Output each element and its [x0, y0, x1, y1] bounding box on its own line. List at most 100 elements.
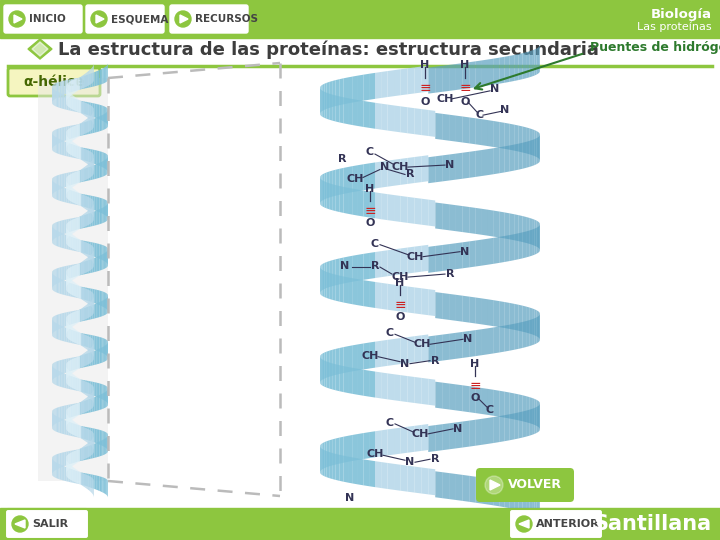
Polygon shape [327, 440, 329, 467]
Polygon shape [86, 196, 87, 210]
Polygon shape [80, 379, 81, 392]
Polygon shape [381, 104, 387, 131]
Polygon shape [323, 173, 325, 200]
Polygon shape [90, 212, 92, 227]
Polygon shape [505, 56, 510, 83]
Polygon shape [54, 455, 55, 471]
Polygon shape [90, 242, 92, 256]
Polygon shape [387, 373, 394, 400]
Polygon shape [514, 125, 518, 152]
Polygon shape [83, 400, 84, 414]
Polygon shape [476, 419, 482, 446]
Polygon shape [60, 93, 61, 109]
Polygon shape [75, 285, 77, 298]
Polygon shape [421, 155, 428, 182]
Polygon shape [364, 280, 369, 307]
Polygon shape [534, 228, 536, 255]
Polygon shape [89, 336, 90, 352]
Text: R: R [431, 454, 439, 464]
Polygon shape [414, 246, 421, 273]
Polygon shape [84, 400, 86, 414]
Polygon shape [106, 478, 107, 495]
Polygon shape [102, 68, 104, 84]
Polygon shape [71, 373, 73, 388]
Text: N: N [460, 247, 469, 256]
Polygon shape [57, 231, 58, 247]
Polygon shape [414, 335, 421, 362]
Polygon shape [94, 71, 96, 86]
Polygon shape [73, 218, 75, 231]
Polygon shape [381, 193, 387, 220]
Polygon shape [83, 473, 84, 487]
Polygon shape [61, 326, 63, 341]
Polygon shape [92, 351, 94, 366]
Polygon shape [81, 355, 82, 368]
Polygon shape [80, 123, 81, 136]
Polygon shape [73, 142, 74, 157]
Polygon shape [469, 476, 476, 503]
Polygon shape [87, 303, 88, 319]
Polygon shape [89, 117, 90, 132]
Polygon shape [87, 428, 88, 443]
Polygon shape [82, 261, 83, 274]
Polygon shape [98, 117, 99, 132]
Polygon shape [106, 432, 107, 449]
Polygon shape [68, 190, 71, 204]
Polygon shape [80, 100, 81, 113]
Polygon shape [106, 252, 107, 268]
Polygon shape [348, 278, 353, 305]
Polygon shape [86, 258, 87, 273]
Polygon shape [90, 444, 92, 459]
Polygon shape [101, 161, 102, 177]
Polygon shape [104, 385, 105, 401]
Polygon shape [82, 473, 83, 486]
Polygon shape [101, 291, 102, 307]
Polygon shape [67, 265, 68, 280]
Polygon shape [55, 268, 57, 284]
Polygon shape [77, 78, 79, 90]
Polygon shape [84, 241, 86, 254]
Polygon shape [421, 424, 428, 451]
Polygon shape [84, 195, 85, 209]
Polygon shape [327, 350, 329, 377]
Polygon shape [88, 210, 89, 225]
Polygon shape [60, 418, 61, 434]
Polygon shape [375, 161, 381, 188]
Polygon shape [529, 129, 532, 155]
Polygon shape [90, 162, 91, 178]
Polygon shape [63, 452, 65, 467]
Polygon shape [70, 139, 71, 155]
Polygon shape [68, 358, 71, 372]
Polygon shape [70, 372, 71, 387]
Polygon shape [87, 443, 88, 458]
Polygon shape [488, 210, 494, 237]
Polygon shape [92, 335, 94, 349]
Polygon shape [60, 360, 61, 375]
Polygon shape [70, 453, 71, 468]
Polygon shape [73, 374, 74, 389]
Polygon shape [500, 236, 505, 263]
Polygon shape [523, 216, 526, 243]
Text: H: H [470, 359, 480, 369]
Polygon shape [89, 429, 90, 444]
Polygon shape [75, 356, 77, 369]
Polygon shape [514, 144, 518, 171]
Polygon shape [325, 262, 327, 289]
Polygon shape [102, 477, 104, 493]
Polygon shape [435, 113, 442, 140]
Polygon shape [70, 174, 71, 190]
Polygon shape [336, 185, 339, 212]
Polygon shape [83, 307, 84, 320]
Polygon shape [71, 311, 73, 325]
Polygon shape [96, 104, 98, 119]
Polygon shape [348, 255, 353, 282]
Polygon shape [90, 348, 91, 363]
Polygon shape [532, 129, 534, 156]
Polygon shape [81, 401, 82, 414]
Polygon shape [73, 264, 75, 278]
Polygon shape [80, 472, 81, 485]
Polygon shape [105, 153, 106, 169]
Polygon shape [449, 114, 456, 141]
Polygon shape [68, 143, 71, 157]
Polygon shape [387, 284, 394, 310]
